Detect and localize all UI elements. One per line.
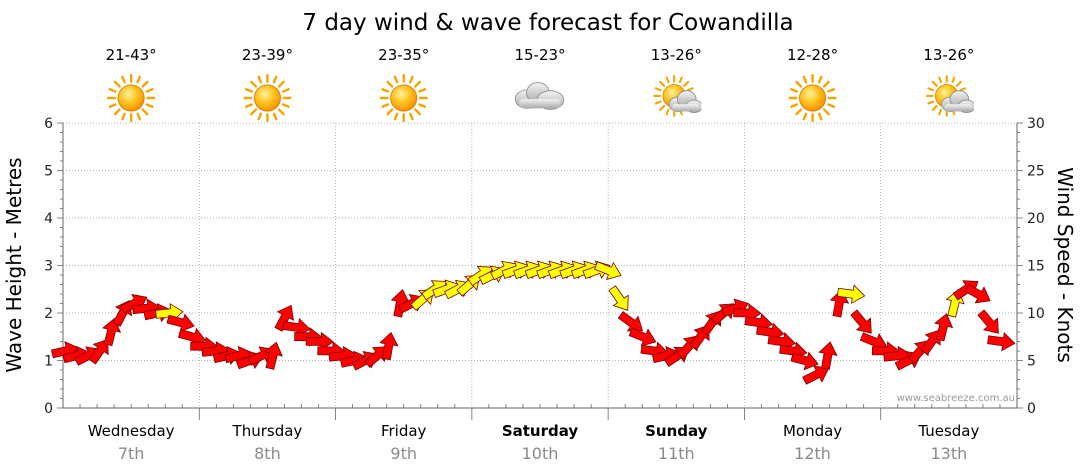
day-date: 12th	[794, 444, 831, 463]
sun-icon	[243, 74, 292, 122]
day-temperature: 12-28°	[787, 46, 838, 64]
credit-watermark: www.seabreeze.com.au	[897, 393, 1015, 404]
day-temperature: 23-39°	[242, 46, 293, 64]
left-tick-label: 4	[44, 211, 53, 227]
wind-arrow	[628, 327, 657, 347]
right-tick-label: 10	[1027, 306, 1045, 322]
wind-arrow	[964, 283, 991, 304]
wind-arrow	[850, 309, 872, 334]
left-tick-label: 0	[44, 401, 53, 417]
chart-title: 7 day wind & wave forecast for Cowandill…	[302, 10, 793, 36]
plot-area	[50, 122, 1018, 420]
wind-arrow	[836, 284, 866, 304]
right-axis-title: Wind Speed - Knots	[1053, 167, 1077, 363]
wind-arrow	[818, 341, 838, 370]
day-name: Friday	[381, 422, 427, 440]
sun-icon	[106, 74, 156, 122]
wind-arrow	[88, 338, 109, 365]
day-name: Sunday	[645, 422, 708, 440]
wind-arrow	[608, 285, 629, 311]
left-axis-ticks: 0 1 2 3 4 5 6	[44, 116, 63, 417]
day-name: Saturday	[502, 422, 579, 440]
right-tick-label: 25	[1027, 164, 1045, 180]
sun-icon	[788, 74, 837, 122]
sun-icon	[379, 74, 428, 122]
wind-arrow	[379, 331, 399, 361]
wind-arrow	[987, 332, 1016, 352]
day-name: Thursday	[232, 422, 303, 440]
day-name: Tuesday	[917, 422, 979, 440]
left-tick-label: 3	[44, 259, 53, 275]
day-name: Monday	[783, 422, 842, 440]
wind-arrow	[166, 313, 195, 333]
partly-cloudy-icon	[654, 76, 702, 116]
day-date: 11th	[658, 444, 695, 463]
day-date: 7th	[118, 444, 145, 463]
right-tick-label: 20	[1027, 211, 1045, 227]
right-tick-label: 15	[1027, 259, 1045, 275]
wind-arrow	[594, 261, 622, 280]
day-name: Wednesday	[88, 422, 175, 440]
day-date: 10th	[522, 444, 559, 463]
right-tick-label: 0	[1027, 401, 1036, 417]
day-forecast-header: 21-43° 23-39° 23-35° 15-23° 13-26° 12-28° 13-2…	[106, 46, 975, 122]
day-temperature: 13-26°	[651, 46, 702, 64]
left-tick-label: 1	[44, 354, 53, 370]
right-axis-ticks: 0 5 10 15 20 25 30	[1017, 116, 1045, 417]
left-tick-label: 6	[44, 116, 53, 132]
day-temperature: 23-35°	[378, 46, 429, 64]
wind-arrow	[263, 341, 283, 370]
day-labels: Wednesday 7th Thursday 8th Friday 9th Saturday…	[88, 422, 980, 463]
wind-arrow	[790, 351, 819, 371]
wind-arrows	[50, 260, 1016, 385]
day-temperature: 15-23°	[514, 46, 565, 64]
day-date: 8th	[254, 444, 281, 463]
wind-arrow	[305, 331, 334, 352]
partly-cloudy-icon	[927, 76, 975, 116]
day-temperature: 13-26°	[923, 46, 974, 64]
wind-arrow	[977, 309, 999, 334]
minor-ticks	[79, 404, 1001, 420]
right-tick-label: 5	[1027, 354, 1036, 370]
day-date: 13th	[930, 444, 967, 463]
wind-arrow	[934, 313, 954, 342]
left-tick-label: 2	[44, 306, 53, 322]
wind-arrow	[390, 289, 411, 318]
day-date: 9th	[390, 444, 417, 463]
day-temperature: 21-43°	[106, 46, 157, 64]
wind-arrow	[802, 365, 830, 385]
right-tick-label: 30	[1027, 116, 1045, 132]
cloud-icon	[514, 82, 565, 110]
left-tick-label: 5	[44, 164, 53, 180]
left-axis-title: Wave Height - Metres	[2, 157, 26, 372]
